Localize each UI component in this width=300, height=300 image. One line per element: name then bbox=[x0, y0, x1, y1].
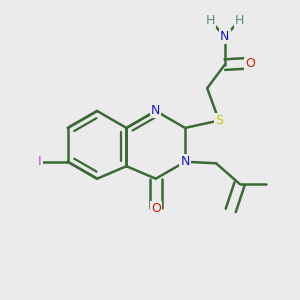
Text: S: S bbox=[215, 114, 223, 127]
Text: N: N bbox=[180, 155, 190, 168]
Text: O: O bbox=[245, 57, 255, 70]
Text: H: H bbox=[206, 14, 215, 27]
Text: N: N bbox=[151, 104, 160, 118]
Text: H: H bbox=[235, 14, 244, 27]
Text: O: O bbox=[151, 202, 161, 215]
Text: I: I bbox=[38, 155, 42, 168]
Text: N: N bbox=[220, 30, 230, 43]
